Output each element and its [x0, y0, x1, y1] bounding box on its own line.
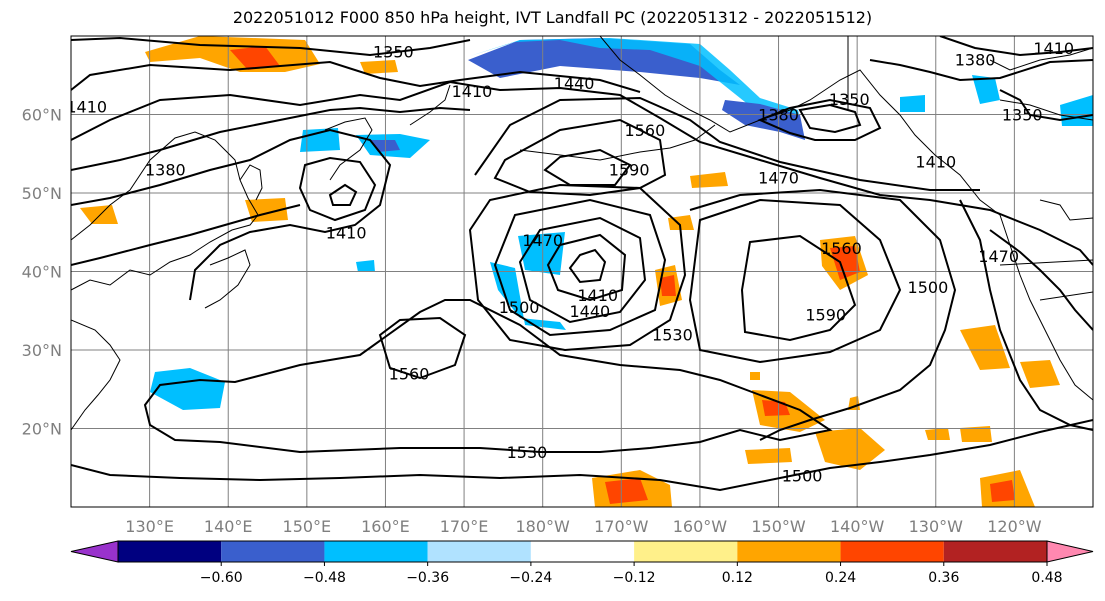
map-border	[70, 35, 1094, 508]
map-title: 2022051012 F000 850 hPa height, IVT Land…	[232, 8, 873, 27]
colorbar-tick-label: 0.48	[1031, 570, 1062, 586]
contour-label: 1410	[66, 98, 107, 117]
colorbar-tick-label: 0.12	[722, 570, 753, 586]
contour-label: 1470	[522, 231, 563, 250]
colorbar-segment	[943, 541, 1047, 562]
contour-label: 1380	[758, 106, 799, 125]
contour-label: 1410	[1033, 39, 1074, 58]
contour-label: 1500	[782, 467, 823, 486]
colorbar: −0.60 −0.48 −0.36 −0.24 −0.12 0.12 0.24 0.36 0.4…	[70, 540, 1094, 586]
longitude-tick-label: 160°W	[673, 517, 728, 536]
colorbar-segment	[634, 541, 738, 562]
colorbar-segment	[737, 541, 841, 562]
contour-label: 1410	[577, 286, 618, 305]
latitude-tick-label: 60°N	[22, 106, 62, 125]
longitude-tick-label: 130°E	[125, 517, 174, 536]
colorbar-tick-label: −0.12	[613, 570, 656, 586]
contour-label: 1350	[373, 43, 414, 62]
colorbar-outline	[117, 540, 1048, 563]
contour-label: 1530	[652, 325, 693, 344]
colorbar-segment	[324, 541, 428, 562]
colorbar-extend-max	[1046, 540, 1094, 563]
contour-label: 1590	[805, 306, 846, 325]
contour-label: 1590	[609, 160, 650, 179]
contour-label: 1350	[829, 90, 870, 109]
contour-label: 1410	[452, 82, 493, 101]
latitude-tick-label: 40°N	[22, 263, 62, 282]
colorbar-segment	[840, 541, 944, 562]
colorbar-tick-label: 0.36	[928, 570, 959, 586]
longitude-tick-label: 130°W	[909, 517, 964, 536]
longitude-tick-label: 150°E	[283, 517, 332, 536]
colorbar-tick-label: −0.48	[303, 570, 346, 586]
colorbar-extend-min	[70, 540, 119, 563]
latitude-tick-label: 50°N	[22, 184, 62, 203]
colorbar-segment	[118, 541, 222, 562]
contour-label: 1470	[758, 168, 799, 187]
longitude-tick-label: 180°W	[516, 517, 571, 536]
contour-label: 1380	[955, 51, 996, 70]
colorbar-segment	[221, 541, 325, 562]
latitude-tick-label: 30°N	[22, 341, 62, 360]
contour-label: 1530	[507, 443, 548, 462]
longitude-tick-labels: 130°E 140°E 150°E 160°E 170°E 180°W 170°W 160°W…	[125, 517, 1041, 536]
colorbar-segment	[427, 541, 531, 562]
contour-label: 1440	[570, 302, 611, 321]
contour-label: 1440	[554, 74, 595, 93]
longitude-tick-label: 120°W	[987, 517, 1042, 536]
contour-label: 1470	[978, 247, 1019, 266]
height-contours	[71, 36, 1093, 492]
longitude-tick-label: 150°W	[751, 517, 806, 536]
contour-label: 1560	[389, 365, 430, 384]
contour-label: 1560	[625, 121, 666, 140]
contour-label: 1560	[821, 239, 862, 258]
contour-label: 1350	[1002, 106, 1043, 125]
longitude-tick-label: 170°E	[440, 517, 489, 536]
contour-label: 1380	[145, 160, 186, 179]
colorbar-tick-label: 0.24	[825, 570, 856, 586]
colorbar-tick-label: −0.60	[200, 570, 243, 586]
longitude-tick-label: 160°E	[361, 517, 410, 536]
contour-label: 1410	[326, 223, 367, 242]
latitude-tick-labels: 60°N 50°N 40°N 30°N 20°N	[22, 106, 62, 439]
contour-label: 1410	[915, 153, 956, 172]
contour-label: 1500	[499, 298, 540, 317]
longitude-tick-label: 140°E	[204, 517, 253, 536]
colorbar-tick-label: −0.36	[406, 570, 449, 586]
contour-label: 1500	[908, 278, 949, 297]
longitude-tick-label: 140°W	[830, 517, 885, 536]
colorbar-segment	[530, 541, 635, 562]
longitude-tick-label: 170°W	[594, 517, 649, 536]
latitude-tick-label: 20°N	[22, 420, 62, 439]
colorbar-tick-label: −0.24	[509, 570, 552, 586]
